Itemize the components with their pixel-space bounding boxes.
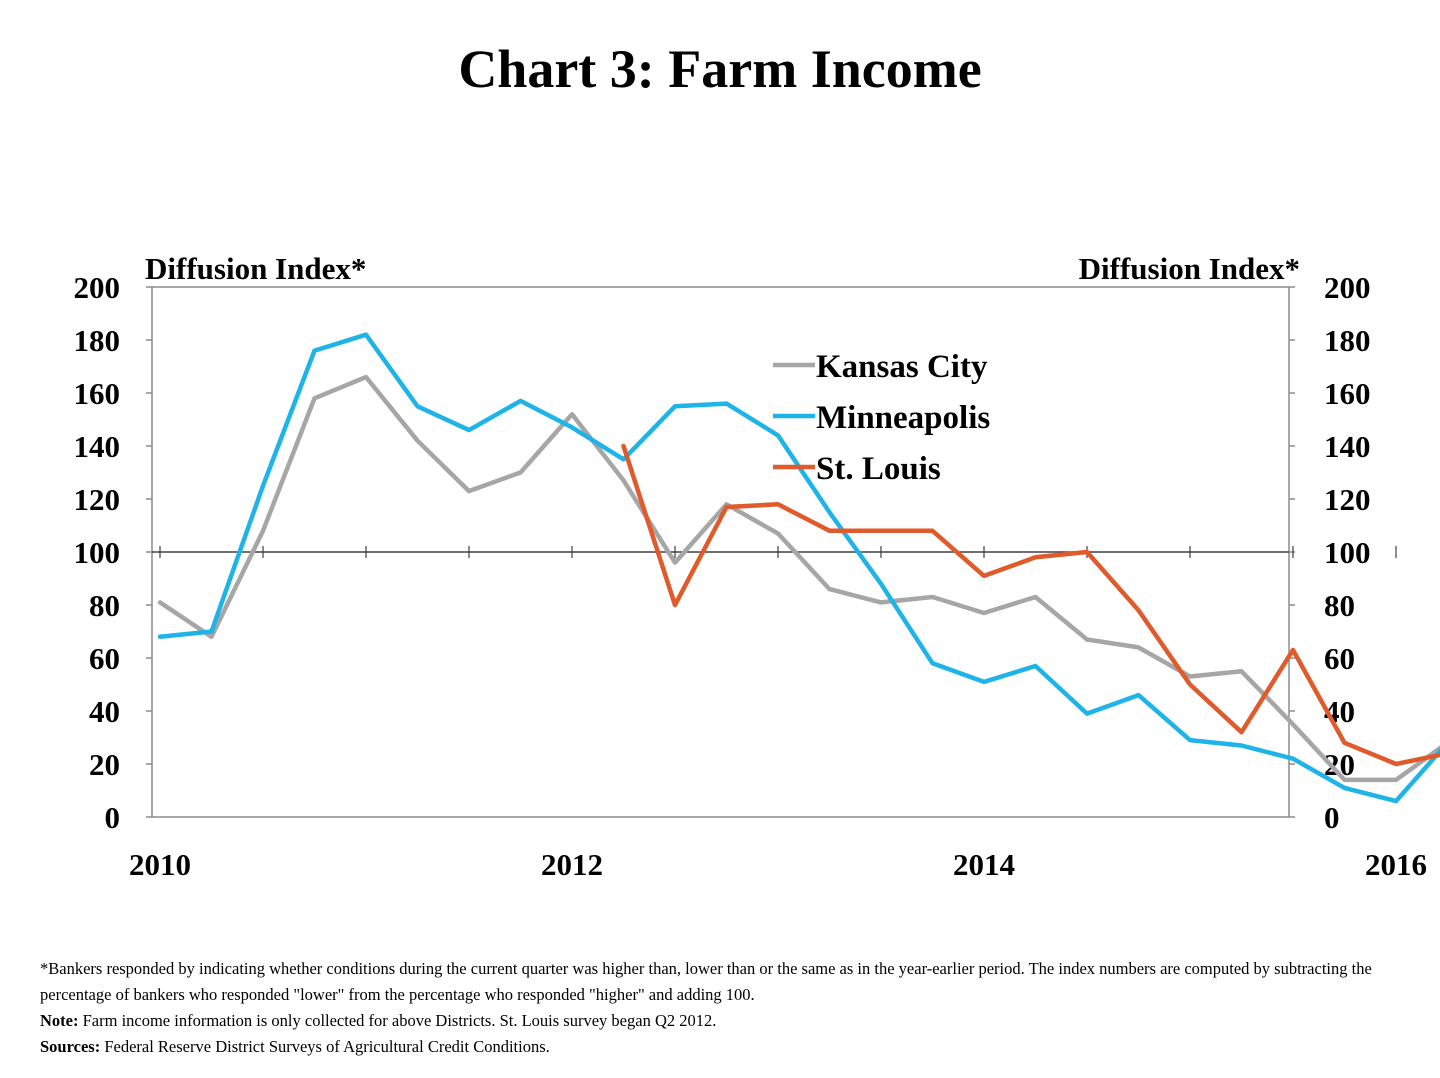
x-axis-ticks: 201020122014201620182020: [129, 546, 1427, 882]
right-tick-label: 80: [1324, 588, 1355, 623]
right-tick-label: 0: [1324, 800, 1340, 835]
series-layer: [157, 332, 1440, 804]
series-line-st-louis: [621, 443, 1440, 767]
right-tick-label: 100: [1324, 535, 1371, 570]
chart: 0 20 40 60 80 100 120 140 160 180 200 0 20 40 60 80 100…: [74, 251, 1440, 882]
right-tick-label: 140: [1324, 429, 1371, 464]
legend-label: Kansas City: [816, 349, 988, 385]
x-tick-label: 2010: [129, 847, 191, 882]
right-axis-label: Diffusion Index*: [1079, 251, 1300, 286]
legend: Kansas City Minneapolis St. Louis: [773, 349, 990, 487]
right-tick-label: 180: [1324, 323, 1371, 358]
left-tick-label: 200: [74, 270, 121, 305]
x-tick-label: 2016: [1365, 847, 1427, 882]
sources-label: Sources:: [40, 1037, 101, 1056]
right-tick-label: 60: [1324, 641, 1355, 676]
sources-text: Federal Reserve District Surveys of Agri…: [100, 1037, 550, 1056]
left-tick-label: 120: [74, 482, 121, 517]
note-label: Note:: [40, 1011, 79, 1030]
legend-label: Minneapolis: [816, 400, 990, 436]
series-line-minneapolis: [157, 332, 1440, 804]
left-tick-label: 180: [74, 323, 121, 358]
left-tick-label: 160: [74, 376, 121, 411]
footnote-note: Note: Farm income information is only co…: [40, 1008, 1420, 1034]
left-tick-label: 40: [89, 694, 120, 729]
right-tick-label: 120: [1324, 482, 1371, 517]
x-tick-label: 2014: [953, 847, 1015, 882]
left-tick-label: 20: [89, 747, 120, 782]
left-axis-label: Diffusion Index*: [145, 251, 366, 286]
left-tick-label: 140: [74, 429, 121, 464]
footnote-sources: Sources: Federal Reserve District Survey…: [40, 1034, 1420, 1060]
right-tick-label: 160: [1324, 376, 1371, 411]
left-tick-label: 100: [74, 535, 121, 570]
left-axis-ticks: 0 20 40 60 80 100 120 140 160 180 200: [74, 270, 152, 835]
chart-title: Chart 3: Farm Income: [458, 39, 982, 99]
right-tick-label: 200: [1324, 270, 1371, 305]
footnote-star: *Bankers responded by indicating whether…: [40, 959, 1372, 1004]
left-tick-label: 0: [105, 800, 121, 835]
legend-label: St. Louis: [816, 451, 941, 487]
x-tick-label: 2012: [541, 847, 603, 882]
footnotes: *Bankers responded by indicating whether…: [40, 956, 1420, 1060]
left-tick-label: 60: [89, 641, 120, 676]
series-line-kansas-city: [157, 374, 1440, 783]
left-tick-label: 80: [89, 588, 120, 623]
note-text: Farm income information is only collecte…: [78, 1011, 717, 1030]
